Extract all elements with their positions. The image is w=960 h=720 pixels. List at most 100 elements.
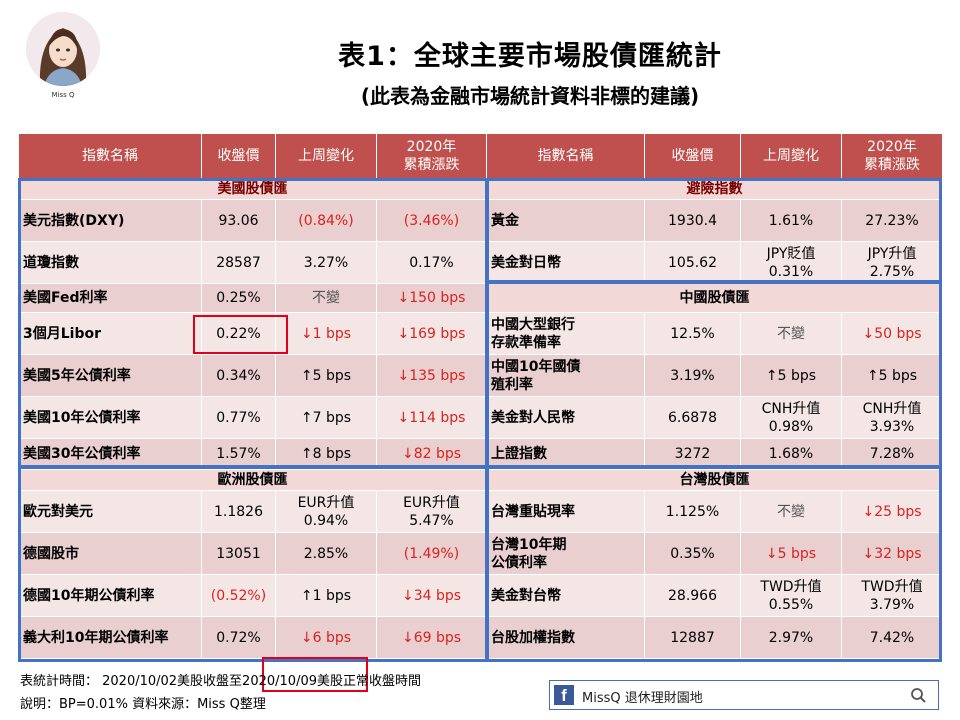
table-row: 道瓊指數 28587 3.27% 0.17% 美金對日幣 105.62 JPY貶… (18, 241, 943, 284)
row-name: 美金對人民幣 (486, 396, 645, 439)
row-close: 6.6878 (644, 396, 741, 439)
row-ytd: TWD升值 3.79% (841, 574, 943, 617)
row-name: 美國Fed利率 (18, 283, 202, 313)
row-name: 台灣重貼現率 (486, 490, 645, 533)
row-week: JPY貶值 0.31% (740, 241, 842, 284)
section-title-hedge: 避險指數 (486, 178, 943, 200)
row-close: 0.77% (201, 396, 276, 439)
row-name: 3個月Libor (18, 312, 202, 355)
row-name: 台股加權指數 (486, 616, 645, 659)
row-week: 2.97% (740, 616, 842, 659)
row-ytd: ↑5 bps (841, 354, 943, 397)
row-name: 美元指數(DXY) (18, 199, 202, 242)
row-ytd: ↓69 bps (376, 616, 487, 659)
avatar-caption: Miss Q (51, 91, 75, 99)
row-ytd-line2: 5.47% (409, 512, 454, 529)
row-close: 1.57% (201, 438, 276, 470)
col-header-ytd-right: 2020年 累積漲跌 (841, 133, 943, 179)
row-close: 0.34% (201, 354, 276, 397)
table-row: 美元指數(DXY) 93.06 (0.84%) (3.46%) 黃金 1930.… (18, 199, 943, 242)
row-name: 美國10年公債利率 (18, 396, 202, 439)
row-ytd: ↓135 bps (376, 354, 487, 397)
row-week: 1.68% (740, 438, 842, 470)
row-week: 不變 (275, 283, 377, 313)
row-week: ↑8 bps (275, 438, 377, 470)
row-name: 美國5年公債利率 (18, 354, 202, 397)
row-close: 0.35% (644, 532, 741, 575)
row-close: 12887 (644, 616, 741, 659)
row-close: 28587 (201, 241, 276, 284)
row-name-line1: 台灣10年期 (491, 536, 567, 553)
row-ytd: JPY升值 2.75% (841, 241, 943, 284)
col-header-week-right: 上周變化 (740, 133, 842, 179)
row-name-line1: 中國大型銀行 (491, 316, 575, 333)
avatar-portrait (26, 12, 100, 86)
facebook-page-name: MissQ 退休理財園地 (582, 691, 703, 706)
col-header-ytd-year: 2020年 (406, 139, 457, 155)
page-subtitle: (此表為金融市場統計資料非標的建議) (360, 84, 700, 108)
row-week-line2: 0.31% (768, 263, 814, 280)
row-week-line1: JPY貶值 (766, 245, 816, 262)
row-close: 13051 (201, 532, 276, 575)
row-close: 1.1826 (201, 490, 276, 533)
row-ytd: (3.46%) (376, 199, 487, 242)
page-title: 表1：全球主要市場股債匯統計 (338, 41, 722, 72)
section-title-taiwan: 台灣股債匯 (486, 469, 943, 491)
col-header-close: 收盤價 (201, 133, 276, 179)
row-ytd: ↓34 bps (376, 574, 487, 617)
row-name: 中國大型銀行 存款準備率 (486, 312, 645, 355)
facebook-page-bar[interactable]: f MissQ 退休理財園地 (549, 680, 939, 710)
section-title-us: 美國股債匯 (18, 178, 487, 200)
col-header-close-right: 收盤價 (644, 133, 741, 179)
row-ytd: 0.17% (376, 241, 487, 284)
row-name: 美金對台幣 (486, 574, 645, 617)
row-ytd: 7.42% (841, 616, 943, 659)
row-ytd-line1: EUR升值 (403, 494, 460, 511)
row-ytd-line2: 3.93% (869, 418, 915, 435)
search-icon[interactable] (908, 686, 930, 704)
row-week-line2: 0.55% (768, 596, 814, 613)
row-week: ↑7 bps (275, 396, 377, 439)
stat-time-note: 表統計時間： 2020/10/02美股收盤至2020/10/09美股正常收盤時間 (20, 674, 421, 689)
col-header-name: 指數名稱 (18, 133, 202, 179)
row-week: 2.85% (275, 532, 377, 575)
row-ytd: ↓32 bps (841, 532, 943, 575)
row-name: 德國股市 (18, 532, 202, 575)
row-ytd: ↓50 bps (841, 312, 943, 355)
row-ytd: EUR升值 5.47% (376, 490, 487, 533)
row-name: 中國10年國債 殖利率 (486, 354, 645, 397)
row-ytd: ↓82 bps (376, 438, 487, 470)
row-week: ↑1 bps (275, 574, 377, 617)
row-name: 德國10年期公債利率 (18, 574, 202, 617)
row-week-line1: CNH升值 (761, 400, 821, 417)
row-week-line2: 0.98% (768, 418, 814, 435)
row-week: TWD升值 0.55% (740, 574, 842, 617)
row-name-line2: 殖利率 (491, 376, 533, 393)
row-week: 3.27% (275, 241, 377, 284)
row-week: (0.84%) (275, 199, 377, 242)
row-close: 1.125% (644, 490, 741, 533)
row-close: 28.966 (644, 574, 741, 617)
row-ytd-line1: CNH升值 (862, 400, 922, 417)
row-week: ↑5 bps (275, 354, 377, 397)
row-close: 105.62 (644, 241, 741, 284)
row-week: ↓5 bps (740, 532, 842, 575)
row-close: 1930.4 (644, 199, 741, 242)
row-ytd-line1: TWD升值 (861, 578, 923, 595)
row-ytd-line1: JPY升值 (867, 245, 917, 262)
row-name: 美金對日幣 (486, 241, 645, 284)
market-stats-table: 指數名稱 收盤價 上周變化 2020年 累積漲跌 指數名稱 收盤價 上周變化 20… (18, 133, 943, 659)
row-close: 0.25% (201, 283, 276, 313)
row-week-line1: EUR升值 (297, 494, 355, 511)
row-name-line2: 公債利率 (491, 554, 547, 571)
row-week: ↓6 bps (275, 616, 377, 659)
table-row: 美國10年公債利率 0.77% ↑7 bps ↓114 bps 美金對人民幣 6… (18, 396, 943, 439)
row-week: 不變 (740, 312, 842, 355)
row-close: 3272 (644, 438, 741, 470)
row-name: 道瓊指數 (18, 241, 202, 284)
row-name: 上證指數 (486, 438, 645, 470)
col-header-ytd-year-right: 2020年 (867, 139, 917, 155)
row-name: 歐元對美元 (18, 490, 202, 533)
row-week: EUR升值 0.94% (275, 490, 377, 533)
row-ytd: ↓150 bps (376, 283, 487, 313)
